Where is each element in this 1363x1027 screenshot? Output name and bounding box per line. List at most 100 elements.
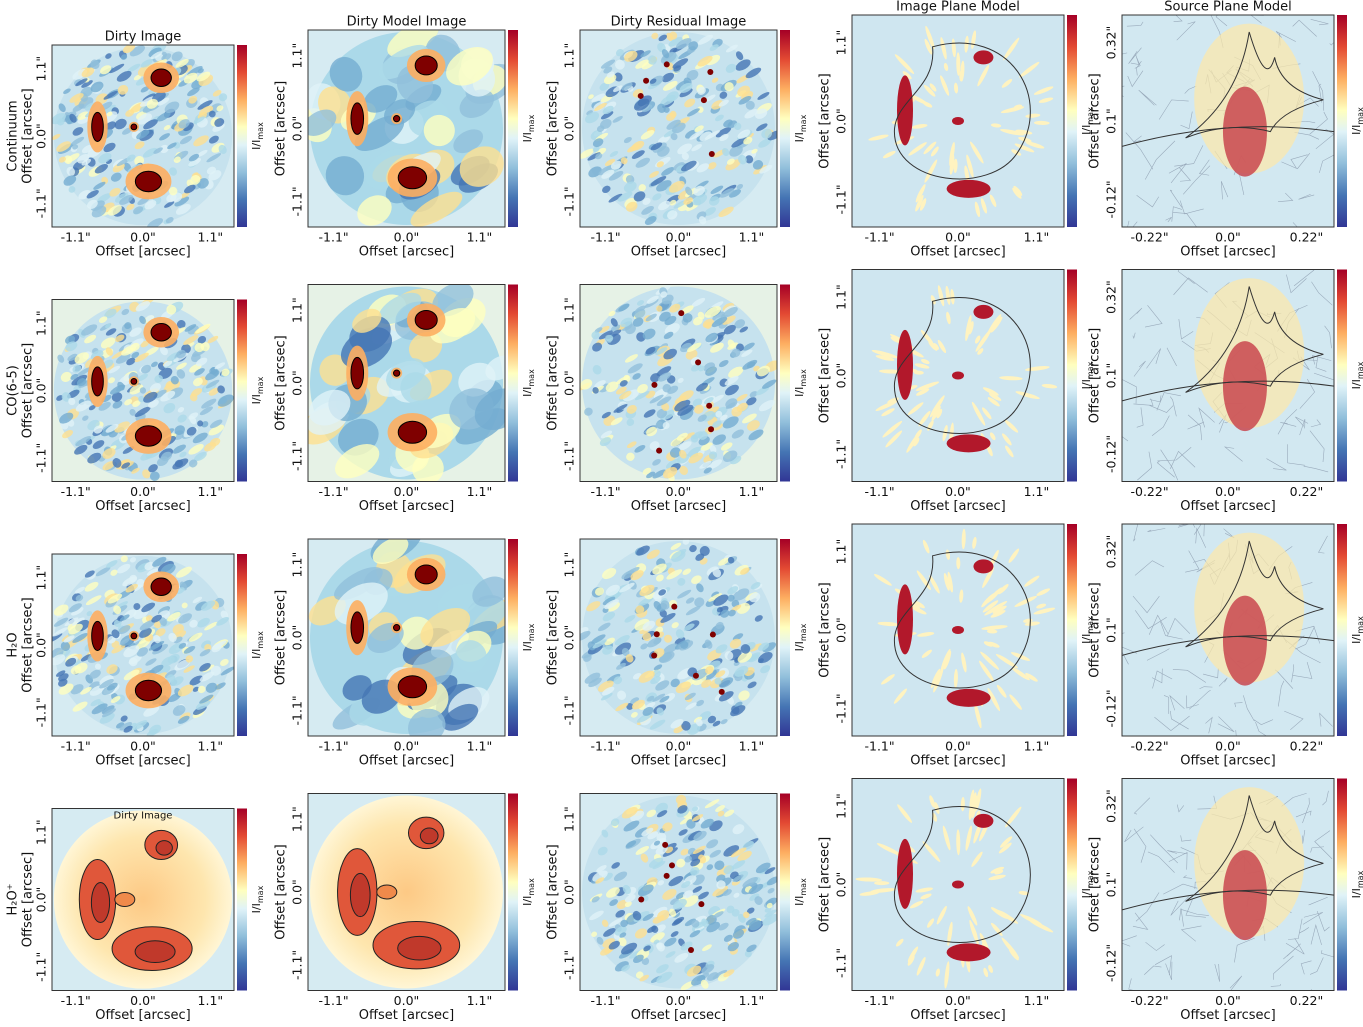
colorbar-label-main: I/I bbox=[521, 641, 534, 651]
colorbar bbox=[508, 285, 518, 482]
colorbar-label-main: I/I bbox=[1350, 888, 1363, 898]
contour bbox=[115, 893, 135, 907]
x-tick-label: 0.0" bbox=[130, 484, 156, 499]
x-tick-label: 0.22" bbox=[1290, 739, 1324, 754]
colorbar-label: I/Imax bbox=[521, 878, 536, 906]
y-tick-label: 0.32" bbox=[1104, 535, 1119, 569]
y-tick-label: -0.12" bbox=[1104, 944, 1119, 982]
x-tick-label: 0.0" bbox=[1215, 484, 1241, 499]
colorbar-label-sub: max bbox=[1356, 107, 1363, 125]
x-axis-label: Offset [arcsec] bbox=[359, 499, 454, 514]
y-axis-label: Offset [arcsec] bbox=[818, 73, 833, 168]
y-axis-label: Offset [arcsec] bbox=[1088, 837, 1103, 932]
panel-image bbox=[1095, 0, 1337, 251]
source bbox=[1223, 850, 1267, 940]
residual-peak bbox=[693, 673, 699, 679]
x-axis-label: Offset [arcsec] bbox=[1180, 245, 1275, 260]
y-tick-label: -1.1" bbox=[562, 950, 577, 980]
panel: -0.22"-0.12"0.0"0.1"0.22"0.32"Offset [ar… bbox=[1088, 779, 1363, 1024]
x-axis-label: Offset [arcsec] bbox=[1180, 1008, 1275, 1023]
y-tick-label: -1.1" bbox=[834, 948, 849, 978]
x-axis-label: Offset [arcsec] bbox=[631, 499, 726, 514]
colorbar-label-main: I/I bbox=[250, 649, 263, 659]
colorbar-label-sub: max bbox=[799, 114, 808, 132]
colorbar-label-main: I/I bbox=[1350, 634, 1363, 644]
emission-core bbox=[393, 370, 399, 376]
y-tick-label: 1.1" bbox=[290, 806, 305, 832]
x-axis-label: Offset [arcsec] bbox=[631, 245, 726, 260]
y-axis-label: Offset [arcsec] bbox=[546, 81, 561, 176]
x-axis-label: Offset [arcsec] bbox=[631, 754, 726, 769]
x-tick-label: 1.1" bbox=[467, 739, 493, 754]
y-tick-label: 0.0" bbox=[834, 872, 849, 898]
colorbar-label: I/Imax bbox=[250, 631, 265, 659]
panel: -1.1"-1.1"0.0"0.0"1.1"1.1"Offset [arcsec… bbox=[274, 517, 536, 769]
x-tick-label: 0.0" bbox=[1215, 739, 1241, 754]
y-axis-label: Offset [arcsec] bbox=[274, 844, 289, 939]
x-tick-label: 1.1" bbox=[739, 230, 765, 245]
x-tick-label: 0.0" bbox=[945, 230, 971, 245]
y-tick-label: 1.1" bbox=[562, 297, 577, 323]
x-tick-label: 0.0" bbox=[1215, 230, 1241, 245]
arc bbox=[897, 584, 913, 654]
panel-image bbox=[304, 517, 531, 751]
panel-image bbox=[575, 537, 778, 737]
x-axis-label: Offset [arcsec] bbox=[95, 245, 190, 260]
y-tick-label: 1.1" bbox=[34, 565, 49, 591]
x-tick-label: -0.22" bbox=[1131, 484, 1169, 499]
x-axis-label: Offset [arcsec] bbox=[910, 754, 1005, 769]
colorbar-label-main: I/I bbox=[521, 896, 534, 906]
y-axis-label: Offset [arcsec] bbox=[274, 335, 289, 430]
panel: -1.1"-1.1"0.0"0.0"1.1"1.1"Offset [arcsec… bbox=[546, 793, 808, 1023]
y-tick-label: 0.32" bbox=[1104, 26, 1119, 60]
x-axis-label: Offset [arcsec] bbox=[1180, 499, 1275, 514]
emission-core bbox=[351, 612, 364, 644]
panel: -1.1"-1.1"0.0"0.0"1.1"1.1"Offset [arcsec… bbox=[818, 524, 1095, 769]
source bbox=[1223, 341, 1267, 431]
noise bbox=[874, 881, 889, 885]
colorbar bbox=[1067, 270, 1077, 482]
residual-peak bbox=[656, 448, 662, 454]
column-title: Source Plane Model bbox=[1164, 0, 1292, 15]
residual-peak bbox=[698, 901, 704, 907]
source bbox=[1223, 596, 1267, 686]
x-tick-label: -1.1" bbox=[864, 230, 894, 245]
y-axis-label: Offset [arcsec] bbox=[546, 844, 561, 939]
x-axis-label: Offset [arcsec] bbox=[631, 1008, 726, 1023]
x-tick-label: -1.1" bbox=[319, 230, 349, 245]
x-tick-label: 1.1" bbox=[739, 739, 765, 754]
y-tick-label: -1.1" bbox=[562, 695, 577, 725]
colorbar-label-main: I/I bbox=[250, 140, 263, 150]
colorbar-label: I/Imax bbox=[793, 369, 808, 397]
x-tick-label: 1.1" bbox=[1024, 484, 1050, 499]
x-tick-label: 0.22" bbox=[1290, 484, 1324, 499]
panel-image bbox=[852, 779, 1064, 991]
x-tick-label: 0.0" bbox=[1215, 993, 1241, 1008]
residual-peak bbox=[688, 947, 694, 953]
colorbar-label: I/Imax bbox=[250, 885, 265, 913]
colorbar-label-main: I/I bbox=[250, 394, 263, 404]
x-axis-label: Offset [arcsec] bbox=[910, 1008, 1005, 1023]
row-label: Continuum bbox=[6, 100, 21, 171]
x-tick-label: 1.1" bbox=[198, 484, 224, 499]
x-axis-label: Offset [arcsec] bbox=[359, 245, 454, 260]
x-axis-label: Offset [arcsec] bbox=[910, 499, 1005, 514]
y-tick-label: 1.1" bbox=[34, 56, 49, 82]
x-tick-label: -1.1" bbox=[591, 739, 621, 754]
x-tick-label: 1.1" bbox=[467, 484, 493, 499]
emission-core bbox=[151, 578, 171, 595]
colorbar-label-sub: max bbox=[1356, 616, 1363, 634]
x-tick-label: -1.1" bbox=[319, 993, 349, 1008]
panel: -1.1"-1.1"0.0"0.0"1.1"1.1"Offset [arcsec… bbox=[274, 794, 536, 1024]
panel-image bbox=[1106, 509, 1334, 743]
panel-image bbox=[852, 270, 1064, 482]
x-tick-label: 0.0" bbox=[945, 484, 971, 499]
x-tick-label: 1.1" bbox=[467, 230, 493, 245]
colorbar-label-main: I/I bbox=[1350, 379, 1363, 389]
x-tick-label: 0.22" bbox=[1290, 230, 1324, 245]
y-tick-label: 0.0" bbox=[562, 370, 577, 396]
emission-core bbox=[135, 171, 161, 191]
contour bbox=[420, 828, 438, 844]
y-axis-label: Offset [arcsec] bbox=[21, 852, 36, 947]
x-tick-label: 1.1" bbox=[1024, 230, 1050, 245]
